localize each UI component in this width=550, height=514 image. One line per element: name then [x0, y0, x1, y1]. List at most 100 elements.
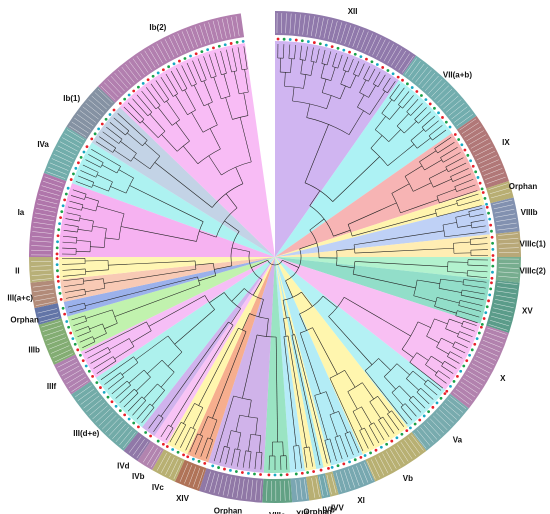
backbone-branch [148, 295, 206, 327]
leaf-label-mark [41, 185, 61, 192]
tree-branch [95, 141, 113, 153]
leaf-marker [485, 202, 488, 206]
backbone-branch [328, 297, 345, 317]
tree-branch [393, 87, 405, 102]
tree-branch [470, 222, 473, 228]
leaf-label-mark [484, 335, 504, 344]
tree-branch [170, 70, 183, 92]
leaf-label-mark [376, 39, 386, 58]
leaf-label-mark [209, 472, 216, 493]
backbone-branch [285, 280, 294, 298]
leaf-label-mark [498, 267, 519, 269]
leaf-marker [149, 434, 152, 438]
tree-branch [293, 446, 297, 470]
leaf-label-mark [368, 35, 378, 54]
tree-branch [447, 271, 468, 274]
clade-label-iii-d-e-22: III(d+e) [73, 429, 99, 438]
leaf-label-mark [55, 149, 74, 160]
tree-branch [136, 403, 151, 420]
leaf-label-mark [119, 429, 133, 446]
tree-branch [223, 412, 229, 429]
tree-branch [406, 99, 419, 112]
tree-branch [184, 89, 196, 111]
leaf-label-mark [420, 427, 434, 443]
leaf-label-mark [348, 26, 356, 46]
tree-branch [467, 264, 488, 267]
tree-branch [385, 397, 397, 411]
tree-branch [438, 370, 451, 379]
leaf-marker [465, 359, 469, 363]
tree-branch [426, 318, 435, 337]
leaf-label-mark [46, 171, 66, 179]
clade-sector-viiic-2-6 [275, 257, 491, 280]
tree-branch [292, 100, 327, 109]
leaf-marker [490, 281, 493, 285]
tree-branch [132, 126, 148, 141]
leaf-marker [203, 461, 207, 465]
leaf-marker [422, 414, 426, 418]
tree-branch [436, 337, 442, 348]
leaf-label-mark [37, 308, 58, 314]
tree-branch [147, 112, 153, 117]
tree-branch [396, 363, 410, 376]
leaf-label-mark [438, 409, 454, 424]
leaf-label-mark [411, 63, 425, 80]
leaf-label-mark [495, 213, 516, 218]
tree-branch [384, 376, 396, 390]
leaf-label-mark [226, 17, 231, 38]
clade-band-iii-d-e-22 [71, 381, 139, 451]
leaf-label-mark [364, 462, 373, 481]
leaf-marker [485, 205, 489, 209]
tree-branch [400, 144, 415, 156]
leaf-marker [336, 464, 340, 468]
tree-branch [427, 379, 442, 391]
tree-branch [400, 406, 413, 421]
clade-band-x-8 [449, 325, 509, 409]
backbone-branch [354, 247, 454, 254]
leaf-label-mark [360, 464, 369, 483]
leaf-label-mark [437, 88, 453, 103]
tree-branch [398, 91, 410, 105]
tree-branch [244, 69, 249, 93]
tree-branch [141, 121, 159, 138]
tree-branch [139, 119, 145, 124]
tree-branch [321, 49, 326, 64]
leaf-marker [391, 72, 395, 76]
leaf-marker [413, 422, 417, 426]
leaf-marker [427, 410, 431, 414]
tree-branch [114, 346, 135, 360]
tree-branch [85, 159, 101, 168]
tree-branch [75, 181, 92, 188]
tree-branch [406, 378, 419, 391]
tree-branch [349, 431, 360, 453]
leaf-marker [110, 400, 114, 404]
backbone-branch [354, 261, 448, 267]
tree-branch [174, 424, 187, 446]
tree-branch [440, 147, 458, 158]
tree-branch [62, 268, 86, 271]
leaf-marker [390, 439, 394, 443]
tree-branch [305, 46, 308, 61]
leaf-label-mark [389, 449, 401, 467]
leaf-label-mark [494, 299, 515, 304]
tree-branch [401, 349, 414, 358]
leaf-marker [439, 396, 443, 400]
leaf-marker [137, 425, 140, 429]
leaf-marker [182, 453, 185, 457]
tree-branch [348, 58, 354, 73]
tree-branch [84, 342, 106, 354]
leaf-marker [459, 369, 463, 373]
leaf-label-mark [35, 301, 56, 306]
clade-sector-iiib-24 [67, 257, 275, 352]
tree-branch [364, 370, 376, 385]
tree-branch [214, 52, 222, 75]
tree-branch [370, 135, 383, 149]
leaf-marker [65, 320, 69, 323]
leaf-label-mark [31, 240, 52, 243]
leaf-label-mark [487, 327, 507, 335]
leaf-label-mark [199, 24, 207, 45]
tree-branch [64, 224, 79, 227]
leaf-marker [437, 111, 440, 115]
leaf-marker [441, 116, 444, 119]
tree-branch [141, 90, 157, 110]
